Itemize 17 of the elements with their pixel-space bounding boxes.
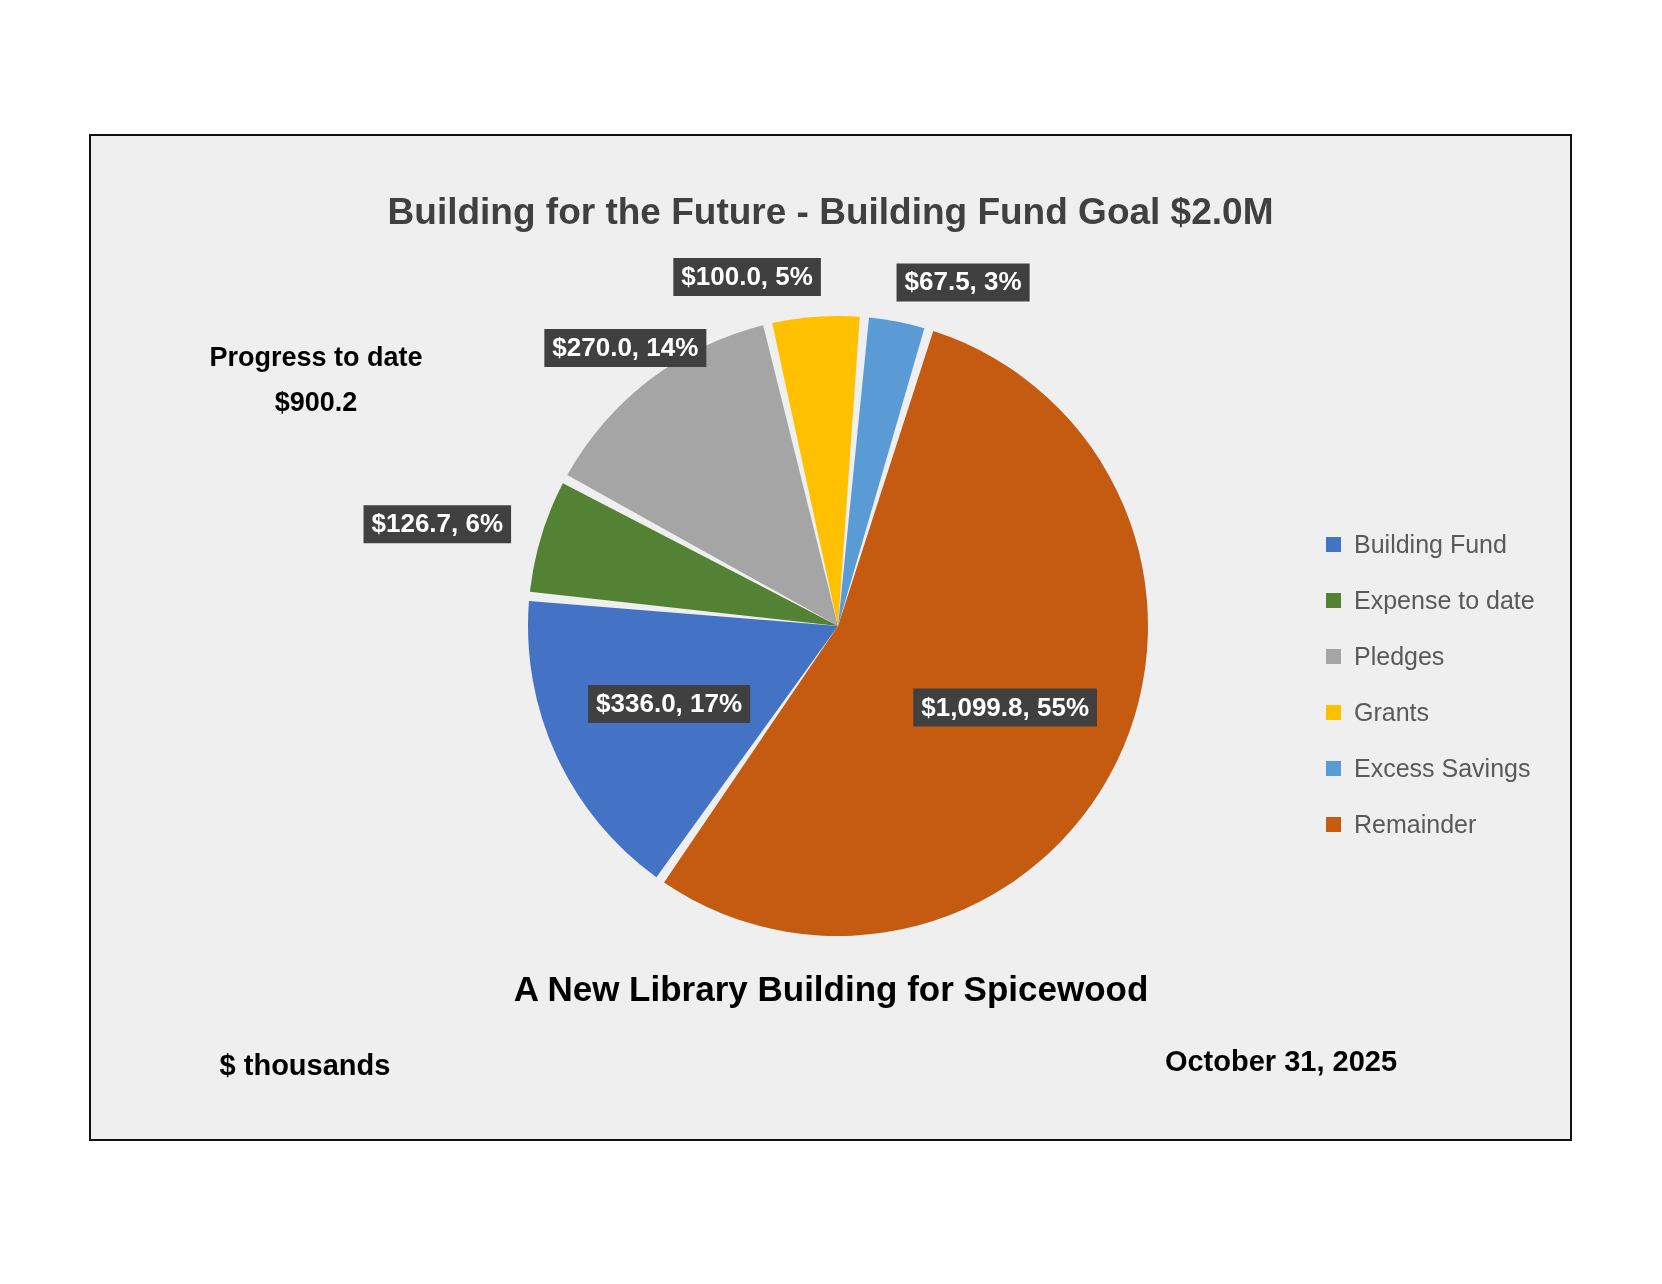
legend-label: Remainder	[1354, 809, 1477, 838]
data-label: $336.0, 17%	[596, 687, 743, 718]
text: $ thousands	[219, 1049, 391, 1081]
data-label: $126.7, 6%	[371, 508, 504, 539]
data-label: $270.0, 14%	[552, 332, 699, 363]
data-label: $1,099.8, 55%	[921, 691, 1089, 722]
legend-label: Grants	[1354, 697, 1430, 726]
text: October 31, 2025	[1164, 1045, 1398, 1077]
legend-label: Expense to date	[1354, 585, 1535, 614]
data-label: $100.0, 5%	[681, 260, 813, 291]
text: Progress to date $900.2	[209, 342, 423, 417]
legend-label: Pledges	[1354, 641, 1445, 670]
data-label: $67.5, 3%	[904, 266, 1022, 297]
legend-label: Excess Savings	[1354, 753, 1531, 782]
chart-title: Building for the Future - Building Fund Goal $2.0M	[387, 191, 1274, 232]
legend-label: Building Fund	[1354, 529, 1507, 558]
text: A New Library Building for Spicewood	[513, 969, 1149, 1008]
